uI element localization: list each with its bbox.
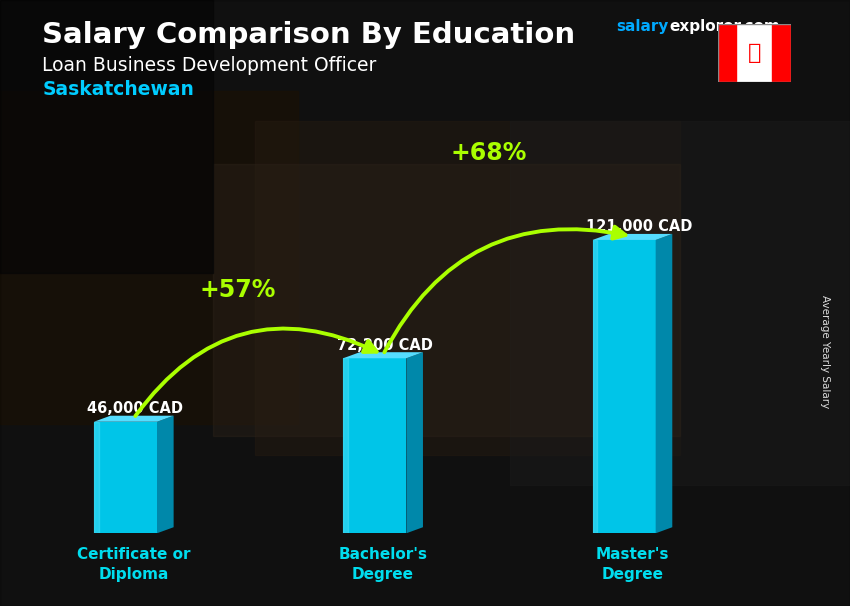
Bar [773, 24, 790, 82]
Text: 🍁: 🍁 [748, 43, 761, 63]
Bar [510, 121, 850, 485]
Polygon shape [406, 352, 423, 533]
Bar [0, 91, 298, 424]
Polygon shape [592, 240, 598, 533]
Bar [255, 121, 680, 454]
Text: +68%: +68% [450, 141, 527, 165]
Text: Master's
Degree: Master's Degree [596, 547, 669, 582]
Polygon shape [592, 234, 672, 240]
Text: Average Yearly Salary: Average Yearly Salary [820, 295, 830, 408]
Text: Certificate or
Diploma: Certificate or Diploma [77, 547, 190, 582]
Bar [94, 422, 157, 533]
Bar [343, 358, 406, 533]
Text: 121,000 CAD: 121,000 CAD [586, 219, 692, 235]
Text: 46,000 CAD: 46,000 CAD [88, 401, 184, 416]
Polygon shape [94, 422, 99, 533]
Text: Loan Business Development Officer: Loan Business Development Officer [42, 56, 377, 75]
Text: Salary Comparison By Education: Salary Comparison By Education [42, 21, 575, 49]
Bar [212, 164, 680, 436]
Text: 72,200 CAD: 72,200 CAD [337, 338, 433, 353]
Text: Bachelor's
Degree: Bachelor's Degree [338, 547, 428, 582]
Text: salary: salary [616, 19, 669, 35]
Text: Saskatchewan: Saskatchewan [42, 80, 195, 99]
Polygon shape [343, 358, 348, 533]
Bar [0, 0, 212, 273]
Text: +57%: +57% [199, 278, 275, 302]
Polygon shape [157, 416, 173, 533]
Bar [718, 24, 736, 82]
Polygon shape [655, 234, 672, 533]
Text: explorer.com: explorer.com [669, 19, 779, 35]
Bar [592, 240, 655, 533]
Polygon shape [343, 352, 423, 358]
Polygon shape [94, 416, 173, 422]
